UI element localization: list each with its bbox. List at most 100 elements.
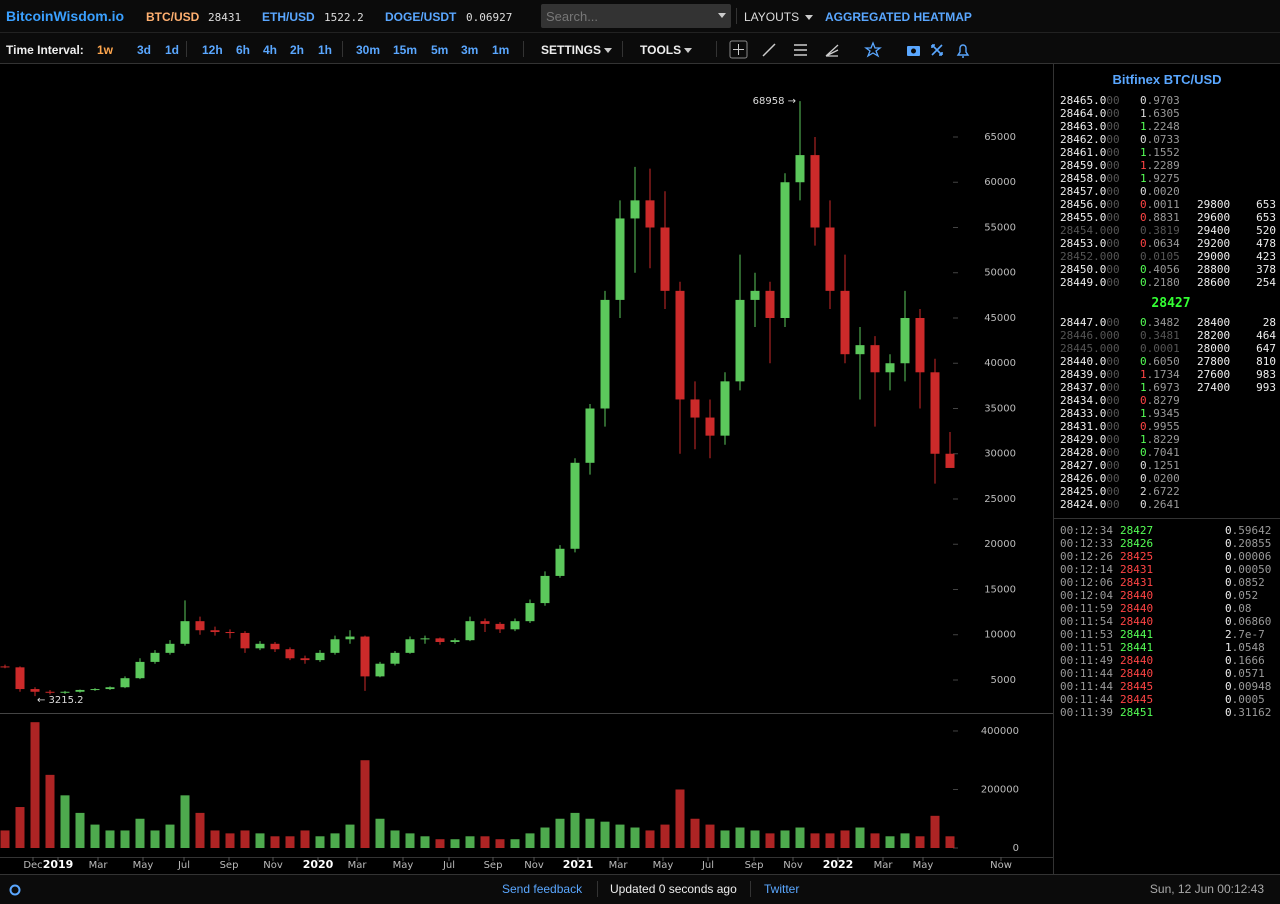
book-price: 28439.000 — [1060, 368, 1120, 381]
candle-body — [840, 290, 850, 355]
book-amount: 0.0200 — [1140, 472, 1180, 485]
depth-price: 28000 — [1197, 342, 1231, 355]
trade-amount: 0.00006 — [1225, 550, 1272, 563]
candle-body — [270, 643, 280, 650]
ticker-pair[interactable]: BTC/USD — [146, 10, 200, 24]
depth-price: 28200 — [1197, 329, 1231, 342]
layouts-menu[interactable]: LAYOUTS — [744, 10, 814, 24]
trade-time: 00:12:34 — [1060, 524, 1113, 537]
volume-bar — [150, 830, 160, 848]
screenshot-icon[interactable] — [907, 46, 920, 56]
book-amount: 0.1251 — [1140, 459, 1180, 472]
settings-menu[interactable]: SETTINGS — [541, 43, 613, 57]
interval-button[interactable]: 3m — [461, 43, 479, 57]
book-amount: 1.2289 — [1140, 159, 1180, 172]
interval-button[interactable]: 1d — [165, 43, 180, 57]
y-tick-label: 60000 — [984, 177, 1016, 188]
volume-bar — [405, 833, 415, 848]
interval-button[interactable]: 15m — [393, 43, 418, 57]
search-box[interactable]: Search... — [541, 4, 731, 28]
alert-icon[interactable] — [956, 44, 970, 58]
ticker-pair[interactable]: DOGE/USDT — [385, 10, 457, 24]
interval-button[interactable]: 12h — [202, 43, 223, 57]
depth-amount: 810 — [1256, 355, 1276, 368]
interval-button[interactable]: 1h — [318, 43, 333, 57]
trade-price: 28440 — [1120, 667, 1154, 680]
volume-bar — [330, 833, 340, 848]
candle-body — [300, 658, 310, 661]
search-caret — [718, 13, 726, 18]
interval-button[interactable]: 3d — [137, 43, 152, 57]
candle-body — [0, 666, 10, 668]
trade-time: 00:11:44 — [1060, 667, 1113, 680]
volume-bar — [480, 836, 490, 848]
trade-price: 28431 — [1120, 576, 1154, 589]
book-amount: 0.0011 — [1140, 198, 1180, 211]
candle-body — [705, 417, 715, 436]
hline-icon[interactable] — [794, 44, 807, 56]
candle-body — [105, 687, 115, 690]
volume-bar — [135, 818, 145, 848]
interval-button[interactable]: 4h — [263, 43, 278, 57]
candle-body — [60, 691, 70, 693]
book-amount: 0.3481 — [1140, 329, 1180, 342]
candle-body — [885, 363, 895, 373]
ticker-pair[interactable]: ETH/USD — [262, 10, 315, 24]
candle-body — [555, 548, 565, 576]
x-tick-label: Nov — [524, 860, 544, 871]
favorite-icon[interactable] — [864, 41, 882, 58]
book-amount: 1.8229 — [1140, 433, 1180, 446]
y-tick-label: 10000 — [984, 630, 1016, 641]
twitter-link[interactable]: Twitter — [764, 882, 800, 896]
candle-body — [525, 603, 535, 622]
candle-body — [810, 155, 820, 228]
candle-body — [540, 575, 550, 604]
depth-amount: 520 — [1256, 224, 1276, 237]
heatmap-link[interactable]: AGGREGATED HEATMAP — [825, 10, 972, 24]
ticker-price: 28431 — [208, 11, 242, 24]
x-tick-label: Dec — [23, 860, 42, 871]
caret — [684, 48, 693, 54]
depth-amount: 423 — [1256, 250, 1276, 263]
book-amount: 0.6050 — [1140, 355, 1180, 368]
book-price: 28453.000 — [1060, 237, 1120, 250]
fan-icon[interactable] — [825, 44, 839, 57]
volume-bar — [795, 827, 805, 848]
depth-price: 28800 — [1197, 263, 1231, 276]
interval-button[interactable]: 1w — [97, 43, 114, 57]
candle-body — [825, 227, 835, 291]
volume-bar — [705, 824, 715, 848]
tools-menu[interactable]: TOOLS — [640, 43, 693, 57]
x-tick-label: Mar — [609, 860, 629, 871]
interval-button[interactable]: 30m — [356, 43, 381, 57]
y-tick-label: 35000 — [984, 403, 1016, 414]
candle-body — [645, 200, 655, 228]
trendline-icon[interactable] — [762, 43, 776, 57]
candle-body — [210, 630, 220, 633]
candle-body — [150, 652, 160, 662]
book-price: 28461.000 — [1060, 146, 1120, 159]
interval-button[interactable]: 2h — [290, 43, 305, 57]
logo[interactable]: BitcoinWisdom.io — [6, 8, 125, 24]
volume-bar — [30, 722, 40, 848]
interval-button[interactable]: 5m — [431, 43, 449, 57]
crosshair-icon[interactable] — [729, 40, 748, 59]
interval-button[interactable]: 6h — [236, 43, 251, 57]
candle-body — [750, 290, 760, 300]
x-tick-label: 2019 — [43, 858, 74, 871]
book-amount: 0.8279 — [1140, 394, 1180, 407]
settings-icon[interactable] — [8, 883, 22, 897]
trade-time: 00:11:54 — [1060, 615, 1113, 628]
candle-body — [945, 453, 955, 468]
fullscreen-icon[interactable] — [931, 44, 943, 56]
interval-button[interactable]: 1m — [492, 43, 510, 57]
candle-body — [405, 639, 415, 653]
x-tick-label: Mar — [348, 860, 368, 871]
volume-bar — [450, 839, 460, 848]
candle-body — [45, 691, 55, 693]
trade-amount: 0.59642 — [1225, 524, 1272, 537]
feedback-link[interactable]: Send feedback — [502, 882, 583, 896]
trade-price: 28440 — [1120, 602, 1154, 615]
volume-bar — [360, 760, 370, 848]
